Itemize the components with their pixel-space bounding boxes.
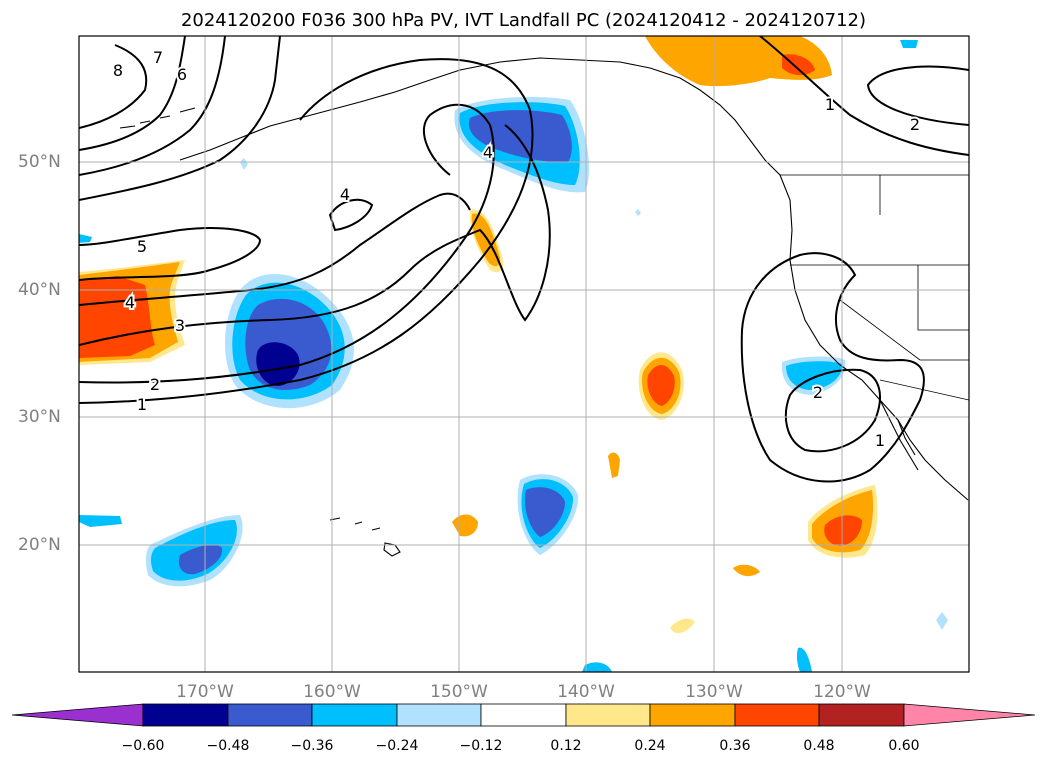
map-frame [78,35,970,673]
contour-1-north [759,36,969,156]
contour-label: 2 [150,375,160,394]
lon-label: 160°W [303,682,361,702]
contour-label: 6 [177,65,187,84]
colorbar-tick-label: 0.60 [888,738,920,754]
lat-label: 20°N [18,535,61,555]
pos-anomaly-midlat [469,209,504,273]
ivt-contour-layer [79,36,969,483]
alaska-coastline [179,57,781,176]
contour-label: 4 [125,293,135,312]
contour-6 [79,36,281,201]
colorbar-tick-label: 0.48 [803,738,835,754]
contour-4-closed [328,198,374,232]
west-coastline [779,174,969,501]
hawaii-islands [329,517,401,557]
coastline-layer [119,57,969,557]
lat-label: 40°N [18,280,61,300]
colorbar-tick-label: −0.24 [375,738,419,754]
contour-5 [79,227,262,281]
lon-label: 130°W [685,682,743,702]
colorbar-tick-label: −0.60 [121,738,165,754]
colorbar-extend-low [11,703,144,727]
contour-8 [79,36,186,151]
colorbar-extend-high [903,703,1036,727]
pos-anomaly-alaska [645,36,832,87]
neg-anomaly-gulf-north [454,97,590,193]
contour-3 [79,124,551,346]
contour-label: 4 [483,143,493,162]
lon-label: 150°W [430,682,488,702]
colorbar-tick-label: 0.24 [634,738,666,754]
colorbar-tick-label: 0.36 [719,738,751,754]
lat-label: 30°N [18,407,61,427]
contour-label: 1 [137,395,147,414]
map-title: 2024120200 F036 300 hPa PV, IVT Landfall… [180,10,867,31]
lon-label: 120°W [813,682,871,702]
pos-anomaly-baja [808,485,878,558]
contour-label: 7 [153,48,163,67]
aleutian-islands [119,107,196,129]
contour-2 [79,103,495,384]
contour-label: 1 [825,95,835,114]
contour-4 [79,192,471,306]
contour-label: 8 [113,61,123,80]
contour-label: 4 [340,185,350,204]
contour-label: 2 [910,115,920,134]
neg-anomaly-aleutian [224,273,354,409]
contour-label: 1 [875,431,885,450]
contour-7 [79,36,226,176]
contour-labels: 8 7 6 5 4 3 2 1 4 4 1 2 2 1 [111,46,922,452]
colorbar-tick-label: −0.12 [459,738,503,754]
colorbar-tick-label: −0.48 [206,738,250,754]
lat-label: 50°N [18,152,61,172]
contour-2-east [784,368,881,453]
colorbar-tick-label: 0.12 [550,738,582,754]
pos-anomaly-subtropical [452,352,760,634]
contour-1 [79,58,534,404]
contour-label: 3 [175,316,185,335]
lon-label: 170°W [176,682,234,702]
neg-anomaly-subtropical [517,474,579,555]
graticule [79,36,969,672]
contour-label: 5 [137,237,147,256]
contour-label: 2 [813,383,823,402]
political-borders [780,174,969,401]
contour-1-east [740,252,925,483]
neg-anomaly-socal [240,40,948,672]
contour-2-north [866,65,969,126]
contour-8b [79,44,148,129]
neg-anomaly-west [79,234,243,587]
colorbar-tick-label: −0.36 [290,738,334,754]
baja-coastline [879,399,919,471]
colorbar [11,703,1036,727]
lon-label: 140°W [557,682,615,702]
